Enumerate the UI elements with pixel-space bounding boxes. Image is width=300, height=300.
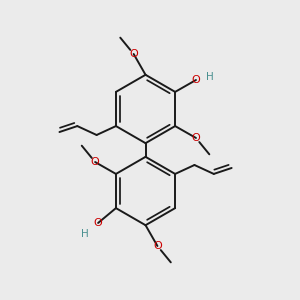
Text: O: O	[192, 133, 200, 143]
Text: O: O	[91, 157, 100, 167]
Text: O: O	[192, 75, 200, 85]
Text: O: O	[129, 49, 138, 59]
Text: H: H	[81, 229, 89, 239]
Text: O: O	[153, 241, 162, 251]
Text: H: H	[206, 72, 214, 82]
Text: O: O	[94, 218, 103, 228]
